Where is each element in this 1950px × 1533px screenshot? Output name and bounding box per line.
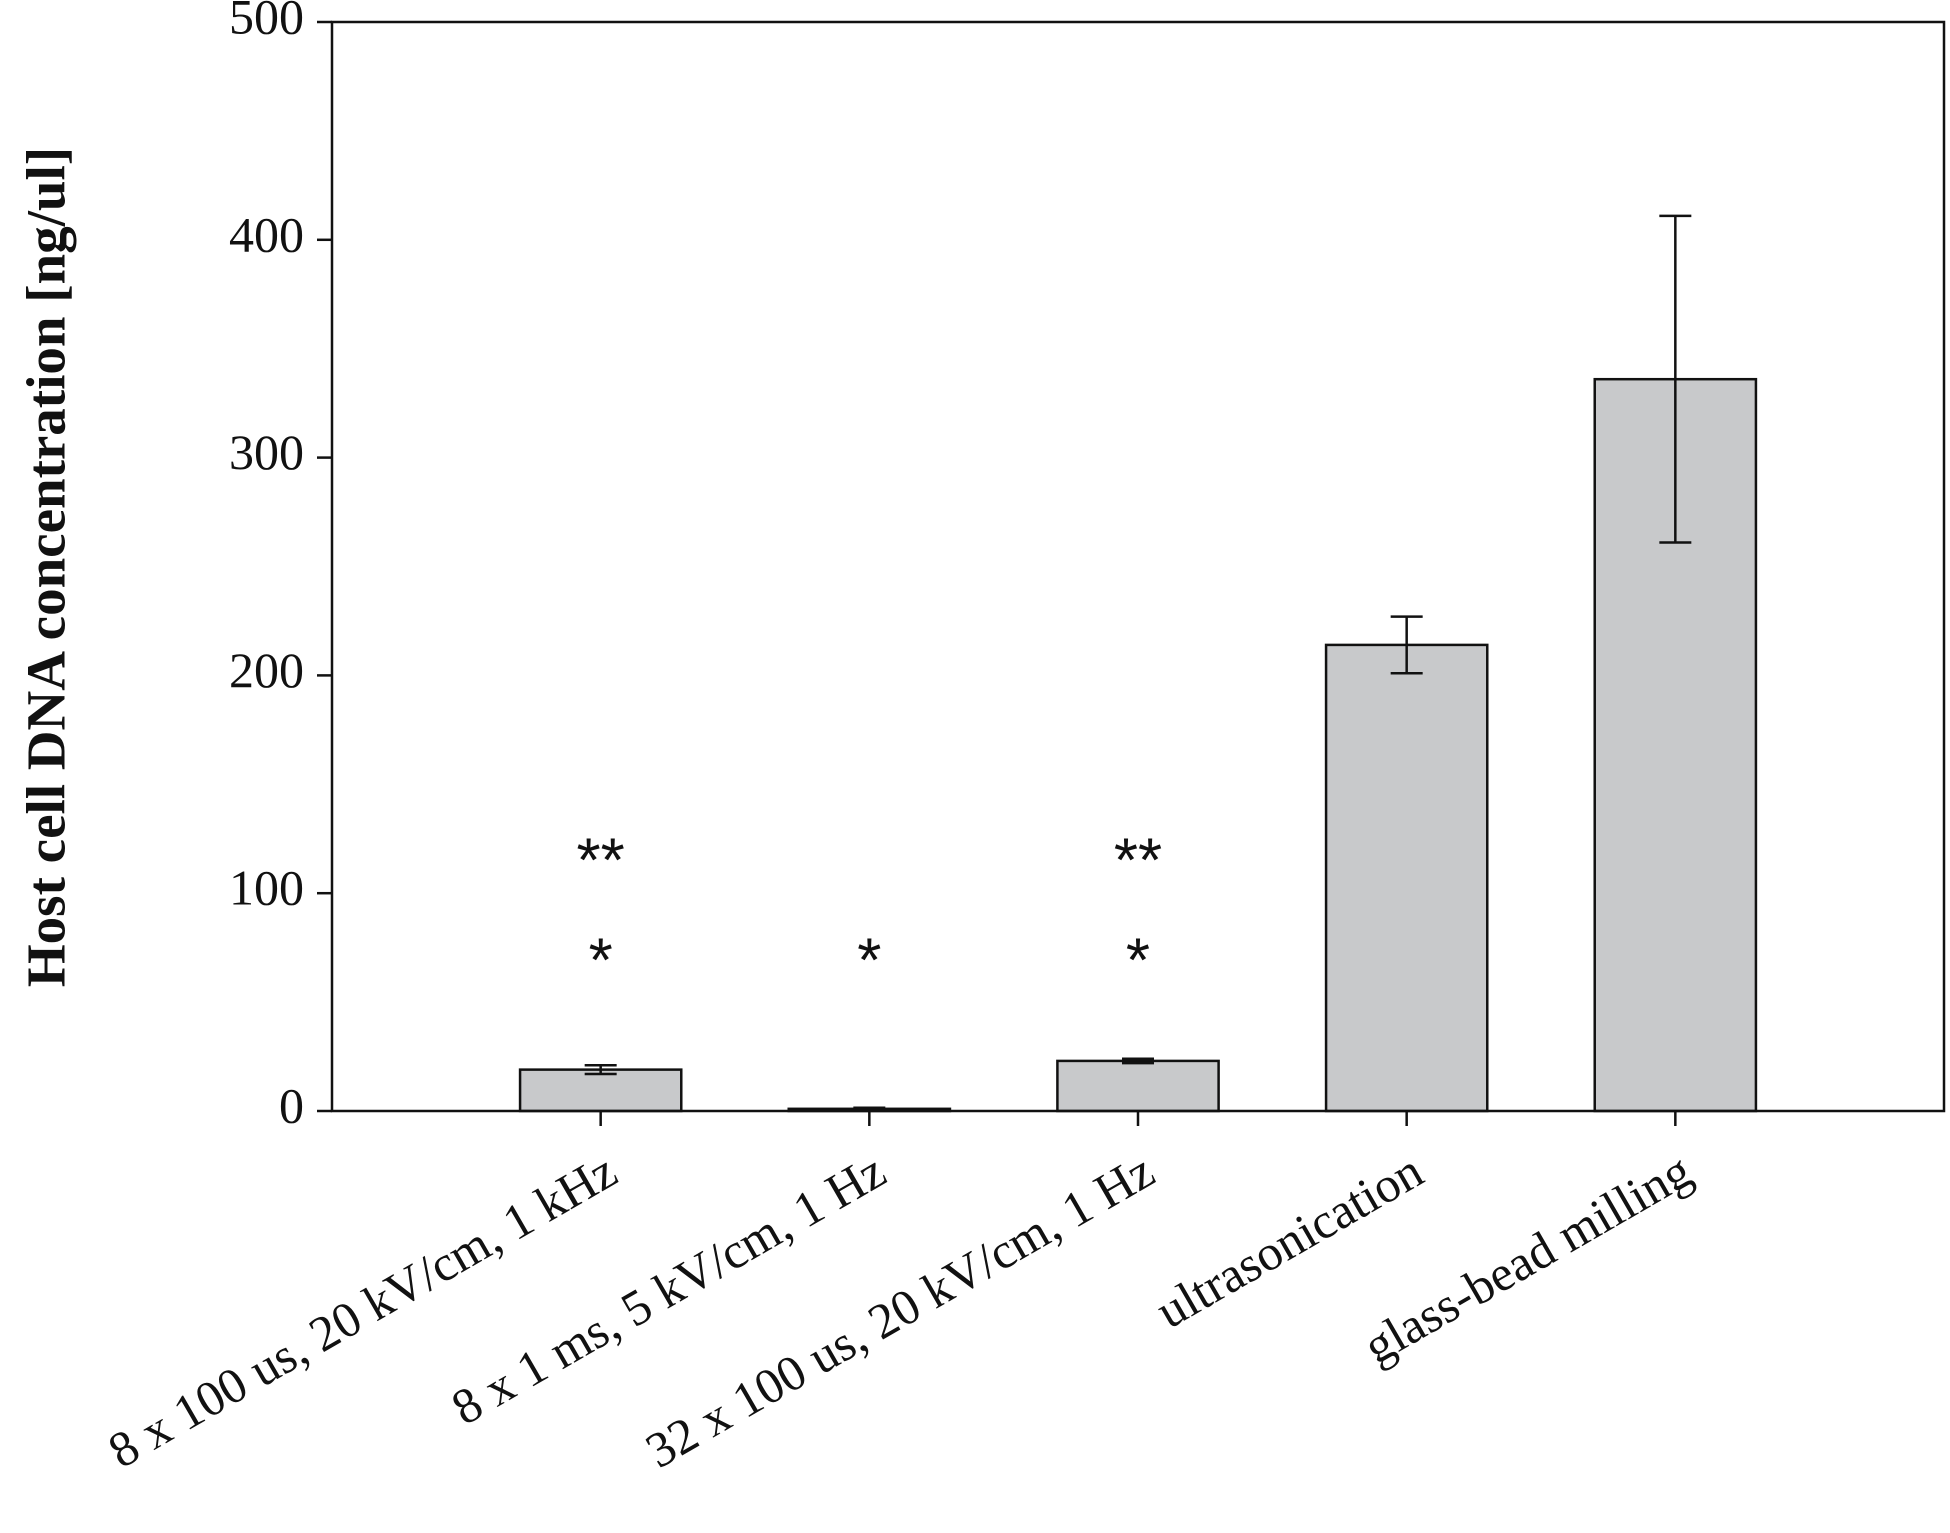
y-axis-label: Host cell DNA concentration [ng/ul]: [16, 147, 77, 987]
significance-label: *: [857, 926, 881, 995]
y-tick-label: 0: [279, 1077, 304, 1133]
bar: [1056, 1059, 1220, 1113]
significance-label: *: [1126, 926, 1150, 995]
plot-frame: [330, 20, 1946, 1113]
x-tick-label: 8 x 1 ms, 5 kV/cm, 1 Hz: [442, 1142, 895, 1436]
y-tick-label: 200: [229, 642, 304, 698]
y-tick-label: 500: [229, 0, 304, 44]
bar: [1324, 643, 1489, 1113]
y-tick-label: 100: [229, 860, 304, 916]
y-tick-label: 300: [229, 424, 304, 480]
bar: [518, 1068, 683, 1113]
x-tick-label: 32 x 100 us, 20 kV/cm, 1 Hz: [636, 1142, 1163, 1479]
significance-label: **: [1114, 826, 1162, 895]
significance-label: *: [589, 926, 613, 995]
y-tick-label: 400: [229, 206, 304, 262]
significance-label: **: [577, 826, 625, 895]
x-tick-label: 8 x 100 us, 20 kV/cm, 1 kHz: [99, 1142, 626, 1479]
